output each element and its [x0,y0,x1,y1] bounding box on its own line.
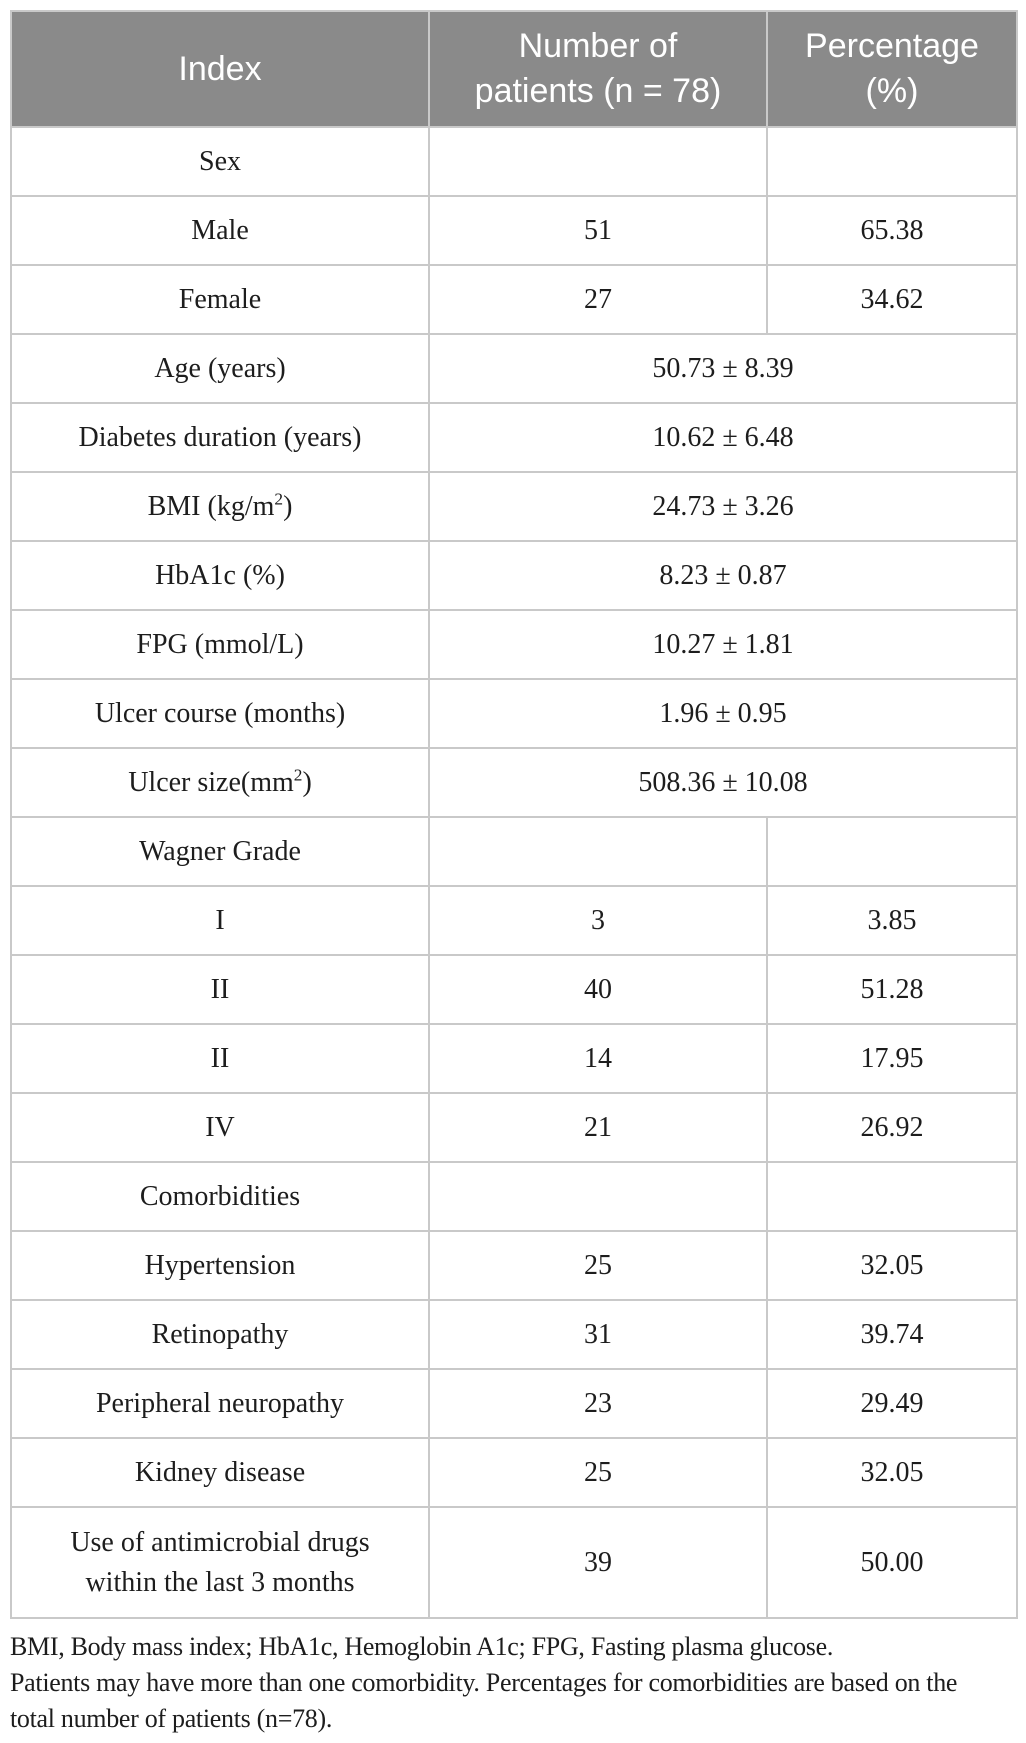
column-header-number-of-patients: Number of patients (n = 78) [428,10,768,128]
patients-count-cell: 21 [428,1092,768,1163]
label-line: within the last 3 months [85,1566,355,1598]
patients-count-cell-empty [428,126,768,197]
row-label-cell: Comorbidities [10,1161,430,1232]
merged-value-cell: 10.27 ± 1.81 [428,609,1018,680]
section-row-wagner-grade: Wagner Grade [10,816,1018,887]
column-header-index: Index [10,10,430,128]
patients-count-cell: 51 [428,195,768,266]
patients-count-cell: 27 [428,264,768,335]
patients-count-cell: 31 [428,1299,768,1370]
label-line: Use of antimicrobial drugs [70,1526,370,1558]
percentage-cell: 32.05 [766,1230,1018,1301]
table-row-antimicrobial-drugs: Use of antimicrobial drugs within the las… [10,1506,1018,1619]
label-text: BMI (kg/m [147,490,275,522]
superscript: 2 [293,765,303,785]
percentage-cell: 39.74 [766,1299,1018,1370]
row-label-cell: Sex [10,126,430,197]
superscript: 2 [274,489,284,509]
row-label-cell: Ulcer size(mm2) [10,747,430,818]
patients-count-cell: 14 [428,1023,768,1094]
table-row-kidney-disease: Kidney disease 25 32.05 [10,1437,1018,1508]
footnote-comorbidity-line-2: total number of patients (n=78). [10,1704,333,1733]
section-row-sex: Sex [10,126,1018,197]
row-label-cell: II [10,1023,430,1094]
row-label-cell: I [10,885,430,956]
table-row-fpg: FPG (mmol/L) 10.27 ± 1.81 [10,609,1018,680]
table-row-ulcer-size: Ulcer size(mm2) 508.36 ± 10.08 [10,747,1018,818]
row-label-cell: BMI (kg/m2) [10,471,430,542]
percentage-cell: 3.85 [766,885,1018,956]
percentage-cell: 29.49 [766,1368,1018,1439]
patients-count-cell: 39 [428,1506,768,1619]
percentage-cell: 51.28 [766,954,1018,1025]
percentage-cell: 34.62 [766,264,1018,335]
patients-count-cell: 25 [428,1230,768,1301]
table-row-wagner-2: II 40 51.28 [10,954,1018,1025]
section-row-comorbidities: Comorbidities [10,1161,1018,1232]
footnote-comorbidity-line-1: Patients may have more than one comorbid… [10,1668,958,1697]
row-label-cell: Use of antimicrobial drugs within the las… [10,1506,430,1619]
row-label-cell: Ulcer course (months) [10,678,430,749]
row-label-cell: HbA1c (%) [10,540,430,611]
merged-value-cell: 24.73 ± 3.26 [428,471,1018,542]
row-label-cell: Peripheral neuropathy [10,1368,430,1439]
patients-count-cell-empty [428,1161,768,1232]
row-label-cell: Diabetes duration (years) [10,402,430,473]
table-row-wagner-1: I 3 3.85 [10,885,1018,956]
table-row-wagner-4: IV 21 26.92 [10,1092,1018,1163]
patients-count-cell: 23 [428,1368,768,1439]
percentage-cell-empty [766,126,1018,197]
percentage-cell-empty [766,816,1018,887]
table-row-retinopathy: Retinopathy 31 39.74 [10,1299,1018,1370]
header-line: patients (n = 78) [474,72,722,110]
label-text: ) [283,490,293,522]
row-label-cell: IV [10,1092,430,1163]
header-line: Number of [518,27,678,65]
table-row-ulcer-course: Ulcer course (months) 1.96 ± 0.95 [10,678,1018,749]
header-line: Percentage [805,27,979,65]
table-row-male: Male 51 65.38 [10,195,1018,266]
percentage-cell: 32.05 [766,1437,1018,1508]
footnotes: BMI, Body mass index; HbA1c, Hemoglobin … [10,1629,1026,1737]
row-label-cell: FPG (mmol/L) [10,609,430,680]
row-label-cell: Hypertension [10,1230,430,1301]
percentage-cell: 65.38 [766,195,1018,266]
footnote-abbreviations: BMI, Body mass index; HbA1c, Hemoglobin … [10,1632,834,1661]
patient-characteristics-table: Index Number of patients (n = 78) Percent… [10,10,1018,1619]
percentage-cell: 17.95 [766,1023,1018,1094]
patients-count-cell: 25 [428,1437,768,1508]
header-row: Index Number of patients (n = 78) Percent… [10,10,1018,128]
row-label-cell: Kidney disease [10,1437,430,1508]
table-row-age: Age (years) 50.73 ± 8.39 [10,333,1018,404]
table-row-peripheral-neuropathy: Peripheral neuropathy 23 29.49 [10,1368,1018,1439]
percentage-cell-empty [766,1161,1018,1232]
label-text: ) [302,766,312,798]
merged-value-cell: 1.96 ± 0.95 [428,678,1018,749]
merged-value-cell: 508.36 ± 10.08 [428,747,1018,818]
patients-count-cell: 3 [428,885,768,956]
table-row-hypertension: Hypertension 25 32.05 [10,1230,1018,1301]
row-label-cell: Age (years) [10,333,430,404]
row-label-cell: Wagner Grade [10,816,430,887]
column-header-percentage: Percentage (%) [766,10,1018,128]
table-row-female: Female 27 34.62 [10,264,1018,335]
merged-value-cell: 8.23 ± 0.87 [428,540,1018,611]
table-row-diabetes-duration: Diabetes duration (years) 10.62 ± 6.48 [10,402,1018,473]
percentage-cell: 50.00 [766,1506,1018,1619]
table-row-wagner-3: II 14 17.95 [10,1023,1018,1094]
patients-count-cell: 40 [428,954,768,1025]
row-label-cell: Male [10,195,430,266]
row-label-cell: II [10,954,430,1025]
merged-value-cell: 10.62 ± 6.48 [428,402,1018,473]
table-row-bmi: BMI (kg/m2) 24.73 ± 3.26 [10,471,1018,542]
row-label-cell: Female [10,264,430,335]
row-label-cell: Retinopathy [10,1299,430,1370]
percentage-cell: 26.92 [766,1092,1018,1163]
label-text: Ulcer size(mm [128,766,294,798]
patients-count-cell-empty [428,816,768,887]
header-line: (%) [865,72,919,110]
merged-value-cell: 50.73 ± 8.39 [428,333,1018,404]
table-row-hba1c: HbA1c (%) 8.23 ± 0.87 [10,540,1018,611]
